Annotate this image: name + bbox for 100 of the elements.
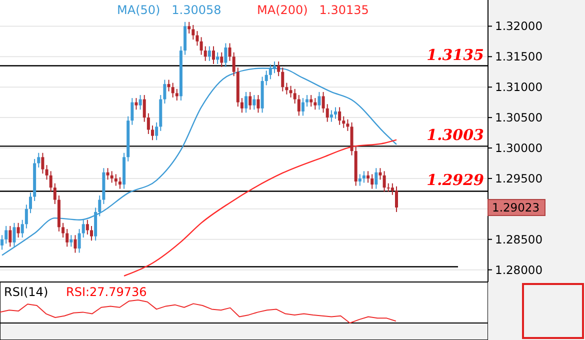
candlestick: [281, 67, 284, 92]
candlestick: [382, 170, 386, 192]
candlestick: [264, 70, 268, 86]
candlestick: [366, 170, 370, 184]
candlestick: [395, 186, 398, 212]
text: MA(200) 1.30135: [257, 3, 369, 17]
candlestick: [240, 98, 244, 114]
candlestick: [192, 24, 195, 40]
candlestick: [390, 182, 394, 196]
candlestick: [204, 46, 207, 62]
candlestick: [338, 106, 342, 126]
candlestick: [66, 228, 69, 248]
candlestick: [8, 225, 12, 248]
candlestick: [45, 164, 48, 180]
ref-line-label: 1.3135: [426, 46, 484, 64]
candlestick: [86, 219, 89, 235]
candlestick: [322, 91, 325, 114]
candlestick: [285, 82, 288, 95]
candlestick: [167, 79, 170, 92]
candlestick: [134, 98, 138, 110]
candlestick: [208, 46, 211, 62]
candlestick: [53, 182, 56, 205]
y-tick-label: 1.31500: [495, 50, 543, 64]
line-series: [1, 68, 398, 256]
candlestick: [252, 94, 256, 110]
candlestick: [289, 85, 292, 98]
candlestick: [175, 88, 178, 101]
line-series: [123, 139, 398, 277]
y-tick-label: 1.30000: [495, 141, 543, 156]
y-tick-label: 1.28500: [495, 232, 543, 246]
candlestick: [362, 170, 366, 184]
candlestick: [0, 234, 4, 250]
candlestick: [228, 42, 232, 62]
ref-line-label: 1.3003: [426, 126, 484, 144]
candlestick: [24, 204, 28, 229]
candlestick: [20, 219, 24, 238]
candlestick: [370, 174, 374, 190]
candlestick: [232, 52, 236, 77]
candlestick: [4, 225, 8, 244]
candlestick: [196, 30, 199, 46]
candlestick: [171, 82, 174, 98]
candlestick: [212, 46, 215, 64]
candlestick: [151, 124, 154, 141]
y-tick-label: 1.32000: [495, 19, 543, 34]
candlestick: [49, 170, 52, 192]
candlestick: [98, 195, 102, 217]
candlestick: [330, 110, 333, 122]
candlestick: [318, 91, 321, 110]
candlestick: [224, 42, 228, 68]
candlestick: [41, 152, 44, 174]
candlestick: [374, 168, 378, 190]
candlestick: [70, 234, 73, 248]
ref-line-label: 1.2929: [426, 171, 485, 190]
candlestick: [16, 222, 20, 238]
y-tick-label: 1.28000: [495, 262, 543, 277]
candlestick: [277, 61, 280, 77]
candlestick: [78, 228, 81, 254]
candlestick: [200, 36, 203, 56]
candlestick: [37, 152, 40, 168]
candlestick: [244, 91, 248, 114]
candlestick: [326, 104, 329, 122]
candlestick: [142, 94, 146, 122]
candlestick: [62, 222, 65, 238]
candlestick: [297, 94, 300, 116]
text: RSI:27.79736: [66, 285, 147, 299]
candlestick: [163, 79, 166, 104]
candlestick: [314, 98, 317, 110]
y-tick-label: 1.29500: [495, 171, 543, 186]
candlestick: [378, 168, 382, 180]
candlestick: [346, 118, 350, 132]
candlestick: [188, 21, 191, 34]
candlestick: [248, 91, 252, 110]
candlestick: [358, 174, 362, 186]
candlestick: [29, 192, 32, 214]
candlestick: [256, 94, 260, 114]
candlestick: [293, 88, 296, 104]
candlestick: [106, 168, 110, 180]
candlestick: [216, 52, 220, 64]
candlestick: [74, 234, 77, 254]
candlestick: [155, 122, 158, 141]
candlestick: [306, 94, 309, 108]
candlestick: [12, 222, 16, 248]
candlestick: [118, 176, 122, 190]
text: MA(50) 1.30058: [117, 3, 222, 17]
candlestick: [334, 106, 337, 120]
candlestick: [220, 52, 224, 68]
text: 1.29023: [492, 200, 540, 215]
candlestick: [138, 94, 142, 110]
candlestick: [82, 219, 85, 238]
candlestick: [114, 174, 118, 186]
y-tick-label: 1.30500: [495, 110, 543, 125]
candlestick: [146, 112, 150, 134]
y-tick-label: 1.31000: [495, 80, 543, 94]
candlestick: [110, 170, 114, 184]
chart-title: RSI(14): [4, 285, 48, 299]
candlestick: [310, 94, 313, 108]
candlestick: [90, 225, 93, 242]
candlestick: [342, 116, 346, 128]
candlestick: [130, 98, 134, 126]
candlestick: [301, 98, 304, 116]
